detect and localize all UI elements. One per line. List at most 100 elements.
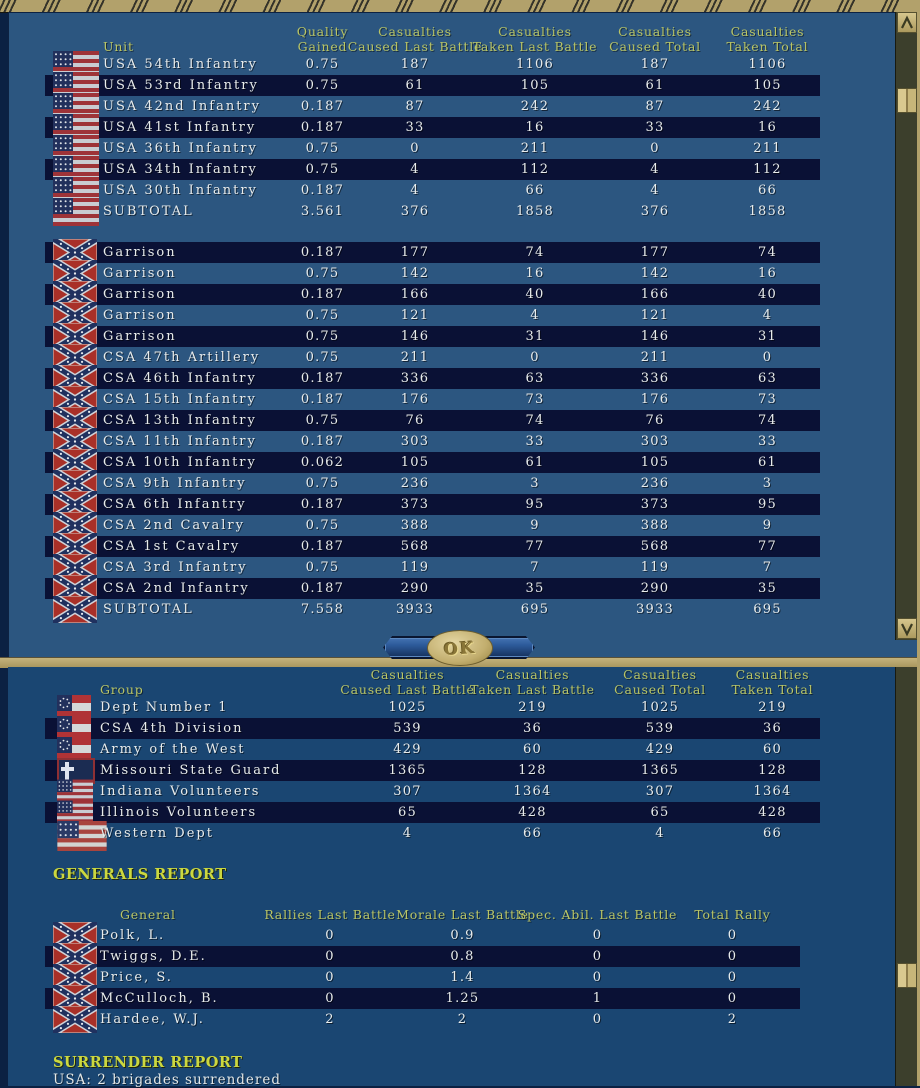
unit-row-value: 35 [758, 581, 777, 596]
casualties-taken-total-header: Casualties Taken Total [726, 24, 809, 54]
unit-row-value: 74 [758, 413, 777, 428]
group-row-value: 65 [398, 805, 417, 820]
unit-row: CSA 2nd Infantry 0.187 290 35 290 35 [45, 575, 820, 602]
csa-national-flag-icon [45, 695, 100, 719]
ok-button[interactable]: OK [383, 630, 535, 666]
unit-row-value: 87 [645, 99, 665, 114]
unit-row-value: 9 [530, 518, 540, 533]
general-row-value: 2 [727, 1012, 738, 1027]
group-row-value: 60 [763, 742, 782, 757]
unit-row: CSA 3rd Infantry 0.75 119 7 119 7 [45, 554, 820, 581]
unit-row-value: 61 [645, 78, 665, 93]
general-row-value: 0 [727, 928, 738, 943]
unit-row-value: 35 [525, 581, 545, 596]
unit-row-value: 3 [530, 476, 540, 491]
general-row-value: 0 [727, 970, 738, 985]
group-table-header: Group Casualties Caused Last Battle Casu… [45, 666, 820, 697]
unit-row-value: 33 [645, 120, 665, 135]
surrender-report-line: USA: 2 brigades surrendered [53, 1072, 281, 1088]
unit-row-value: 7 [530, 560, 540, 575]
group-row-value: 219 [518, 700, 547, 715]
unit-row-name: CSA 6th Infantry [103, 497, 247, 512]
unit-row-value: 4 [530, 308, 540, 323]
unit-row-value: 0.187 [300, 392, 345, 407]
unit-row-name: USA 34th Infantry [103, 162, 258, 177]
unit-row-value: 77 [758, 539, 777, 554]
unit-row-value: 142 [640, 266, 670, 281]
unit-row: CSA 9th Infantry 0.75 236 3 236 3 [45, 470, 820, 497]
general-row: McCulloch, B. 0 1.25 1 0 [45, 985, 800, 1012]
unit-row-value: 236 [400, 476, 430, 491]
generals-report-title: GENERALS REPORT [53, 866, 227, 883]
unit-row-name: USA 41st Infantry [103, 120, 257, 135]
unit-row-value: 31 [758, 329, 777, 344]
unit-row-name: Garrison [103, 308, 177, 323]
general-row-value: 2 [325, 1012, 335, 1027]
unit-row-value: 61 [525, 455, 545, 470]
unit-row-value: 187 [640, 57, 670, 72]
group-row-value: 428 [518, 805, 547, 820]
unit-row-value: 303 [640, 434, 670, 449]
group-row-value: 65 [650, 805, 670, 820]
casualties-caused-total-header: Casualties Caused Total [614, 667, 706, 697]
unit-row-name: CSA 15th Infantry [103, 392, 257, 407]
general-column-header: General [120, 907, 176, 922]
unit-row-name: CSA 9th Infantry [103, 476, 247, 491]
unit-row-value: 388 [640, 518, 670, 533]
unit-row-value: 177 [400, 245, 430, 260]
unit-row-value: 0.187 [300, 434, 345, 449]
unit-row-value: 4 [410, 162, 420, 177]
unit-row-value: 0.75 [305, 476, 340, 491]
unit-row-value: 0.75 [305, 518, 340, 533]
upper-scrollbar-thumb[interactable] [897, 88, 917, 113]
scroll-down-button[interactable] [897, 618, 917, 639]
unit-row-value: 376 [640, 204, 670, 219]
general-row-value: 0 [325, 970, 335, 985]
unit-row: Garrison 0.75 146 31 146 31 [45, 323, 820, 350]
unit-row-value: 77 [525, 539, 545, 554]
unit-row-value: 211 [400, 350, 430, 365]
unit-row: CSA 6th Infantry 0.187 373 95 373 95 [45, 491, 820, 518]
general-row-value: 0 [592, 1012, 603, 1027]
unit-row-value: 177 [640, 245, 670, 260]
subtotal-row: SUBTOTAL 3.561 376 1858 376 1858 [45, 198, 820, 226]
general-row-value: 1 [592, 991, 603, 1006]
unit-row: CSA 46th Infantry 0.187 336 63 336 63 [45, 365, 820, 392]
lower-scrollbar-track[interactable] [895, 667, 918, 1086]
top-banner-pattern [0, 0, 920, 13]
unit-row: CSA 11th Infantry 0.187 303 33 303 33 [45, 428, 820, 455]
unit-row-name: USA 30th Infantry [103, 183, 258, 198]
unit-row-value: 336 [400, 371, 430, 386]
unit-row-name: USA 36th Infantry [103, 141, 258, 156]
unit-row-value: 0.75 [305, 560, 340, 575]
upper-scrollbar-track[interactable] [895, 12, 918, 640]
unit-row-value: 166 [640, 287, 670, 302]
unit-row-value: 87 [405, 99, 425, 114]
unit-row-name: CSA 2nd Infantry [103, 581, 250, 596]
group-row: Dept Number 1 1025 219 1025 219 [45, 695, 820, 719]
unit-row-name: CSA 1st Cavalry [103, 539, 241, 554]
subtotal-row: SUBTOTAL 7.558 3933 695 3933 695 [45, 596, 820, 623]
unit-row: USA 54th Infantry 0.75 187 1106 187 1106 [45, 51, 820, 79]
spec-abil-last-battle-header: Spec. Abil. Last Battle [517, 907, 678, 922]
unit-row-value: 3 [762, 476, 773, 491]
unit-row-value: 0.187 [300, 287, 345, 302]
unit-row: Garrison 0.75 142 16 142 16 [45, 260, 820, 287]
unit-row-name: Garrison [103, 266, 177, 281]
scroll-up-button[interactable] [897, 12, 917, 33]
unit-row-value: 105 [753, 78, 782, 93]
unit-row: Garrison 0.75 121 4 121 4 [45, 302, 820, 329]
lower-scrollbar-thumb[interactable] [897, 963, 917, 988]
casualties-taken-total-header: Casualties Taken Total [731, 667, 814, 697]
unit-row-value: 166 [400, 287, 430, 302]
general-row-value: 0 [727, 949, 738, 964]
unit-row-name: CSA 11th Infantry [103, 434, 257, 449]
unit-row-value: 121 [400, 308, 430, 323]
total-rally-header: Total Rally [694, 907, 771, 922]
group-row-value: 36 [523, 721, 542, 736]
general-row-value: 0 [325, 928, 335, 943]
unit-row-value: 0.75 [305, 162, 340, 177]
unit-row-value: 3.561 [300, 204, 345, 219]
csa-battle-flag-icon [45, 596, 103, 623]
unit-row-value: 4 [410, 183, 420, 198]
